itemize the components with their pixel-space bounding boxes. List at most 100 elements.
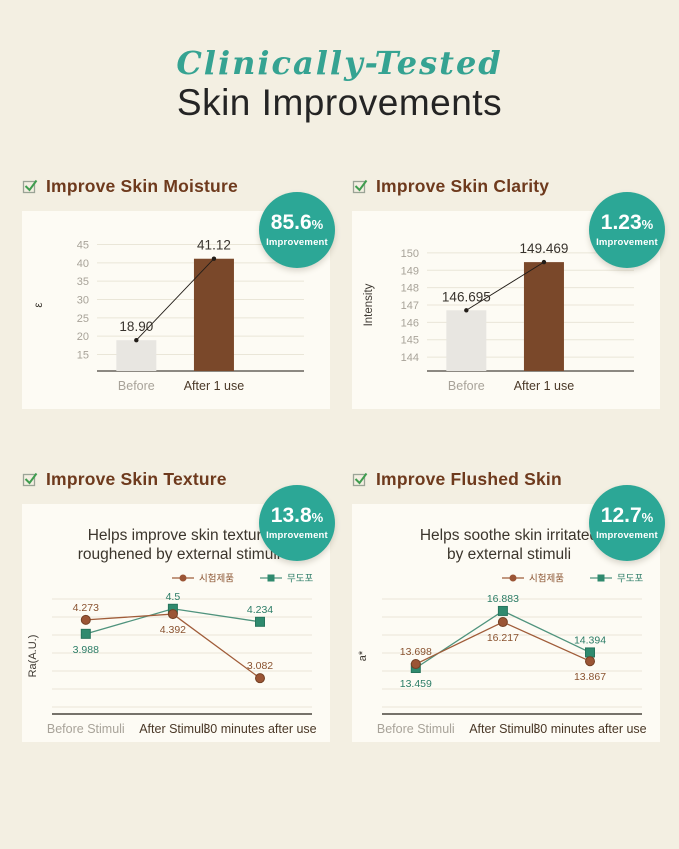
point-value-label: 13.459	[400, 678, 432, 690]
data-point-square	[585, 647, 595, 658]
legend-label: 무도포	[617, 574, 643, 585]
badge-percent-sign: %	[641, 217, 654, 232]
bar-value-label: 41.12	[197, 238, 231, 253]
y-tick-label: 35	[77, 276, 89, 288]
data-point-circle	[80, 614, 91, 625]
data-point-square	[497, 605, 508, 616]
x-category-label: Before	[448, 379, 485, 393]
data-point-square	[255, 616, 265, 627]
x-category-label: After 1 use	[184, 379, 244, 393]
y-axis-label: Ra(A.U.)	[27, 635, 39, 678]
legend-label: 무도포	[287, 574, 313, 585]
badge-label: Improvement	[596, 237, 658, 248]
bar-after	[193, 258, 234, 371]
badge-percent-sign: %	[641, 510, 654, 525]
y-tick-label: 146	[401, 317, 419, 329]
checkbox-check-icon	[352, 179, 368, 194]
point-value-label: 13.698	[400, 646, 432, 658]
bar-value-label: 18.90	[119, 319, 153, 334]
y-tick-label: 25	[77, 313, 89, 325]
y-tick-label: 30	[77, 295, 89, 307]
point-value-label: 3.082	[247, 660, 273, 672]
connector-line	[466, 261, 545, 311]
x-category-label: Before	[118, 379, 155, 393]
legend-marker-circle	[179, 574, 187, 582]
section-title: Improve Flushed Skin	[376, 468, 562, 489]
connector-dot	[464, 308, 469, 313]
section-header: Improve Skin Moisture	[22, 175, 330, 197]
y-axis-label: ε	[33, 302, 45, 307]
page-title: Skin Improvements	[176, 82, 503, 123]
badge-label: Improvement	[266, 237, 328, 248]
x-category-label: After Stimuli	[469, 722, 536, 736]
y-tick-label: 149	[401, 265, 419, 277]
point-value-label: 4.273	[73, 602, 99, 614]
improvement-badge: 85.6% Improvement	[259, 192, 335, 268]
y-tick-label: 20	[77, 331, 89, 343]
bar-value-label: 149.469	[520, 241, 569, 256]
legend-label: 시험제품	[199, 574, 234, 585]
line-chart-skin-texture: Helps improve skin texture roughened by e…	[27, 527, 317, 736]
y-tick-label: 148	[401, 283, 419, 295]
chart-card: 144 145 146 147 148 149 150 Intensity 146.695 149…	[352, 211, 660, 409]
badge-label: Improvement	[596, 530, 658, 541]
badge-percent-sign: %	[311, 510, 324, 525]
improvement-badge: 1.23% Improvement	[589, 192, 665, 268]
y-axis-label: a*	[357, 650, 369, 661]
bar-before	[116, 340, 157, 371]
page-header: Clinically-Tested Skin Improvements	[0, 44, 679, 124]
bar-chart-skin-moisture: 15 20 25 30 35 40 45 ε 18.90 41.12 Before After 1 u…	[33, 238, 304, 393]
section-header: Improve Skin Clarity	[352, 175, 660, 197]
chart-subtitle-line: by external stimuli	[447, 546, 571, 563]
y-tick-label: 150	[401, 248, 419, 260]
badge-value: 13.8	[270, 504, 312, 527]
data-point-circle	[255, 673, 265, 684]
section-skin-moisture: Improve Skin Moisture 15 20 25 30 35 40 45 ε 18.…	[22, 175, 335, 409]
point-value-label: 4.5	[166, 591, 181, 603]
y-tick-label: 15	[77, 350, 89, 362]
legend-marker-square	[597, 574, 605, 582]
badge-value: 12.7	[600, 504, 642, 527]
data-point-circle	[497, 617, 508, 628]
checkbox-check-icon	[352, 472, 368, 487]
connector-dot	[134, 338, 139, 343]
data-point-square	[80, 628, 91, 639]
line-chart-flushed-skin: Helps soothe skin irritated by external s…	[357, 527, 647, 736]
badge-percent-sign: %	[311, 217, 324, 232]
point-value-label: 4.392	[160, 624, 186, 636]
chart-subtitle-line: Helps soothe skin irritated	[420, 527, 598, 544]
data-point-circle	[167, 609, 178, 620]
x-category-label: 30 minutes after use	[533, 722, 646, 736]
y-tick-label: 40	[77, 258, 89, 270]
x-category-label: Before Stimuli	[377, 722, 455, 736]
y-tick-label: 45	[77, 240, 89, 252]
connector-dot	[211, 256, 217, 261]
checkbox-check-icon	[22, 472, 38, 487]
section-flushed-skin: Improve Flushed Skin Helps soothe skin i…	[352, 468, 665, 742]
legend-marker-square	[267, 574, 275, 582]
point-value-label: 4.234	[247, 604, 273, 616]
legend-marker-circle	[509, 574, 517, 582]
header-script-title: Clinically-Tested	[176, 44, 503, 82]
x-category-label: After 1 use	[514, 379, 574, 393]
section-header: Improve Skin Texture	[22, 468, 330, 490]
section-skin-clarity: Improve Skin Clarity 144 145 146 147 148 149 1…	[352, 175, 665, 409]
y-axis-label: Intensity	[363, 283, 375, 326]
x-category-label: After Stimuli	[139, 722, 206, 736]
connector-line	[136, 258, 215, 341]
y-tick-label: 147	[401, 300, 419, 312]
chart-subtitle-line: Helps improve skin texture	[88, 527, 271, 544]
x-category-label: 30 minutes after use	[203, 722, 316, 736]
x-category-label: Before Stimuli	[47, 722, 125, 736]
bar-value-label: 146.695	[442, 289, 491, 304]
data-point-circle	[410, 659, 421, 670]
connector-dot	[541, 259, 547, 265]
data-point-circle	[585, 656, 595, 667]
point-value-label: 16.217	[487, 632, 519, 644]
point-value-label: 3.988	[73, 644, 99, 656]
legend-label: 시험제품	[529, 574, 564, 585]
section-skin-texture: Improve Skin Texture Helps improve skin …	[22, 468, 335, 742]
bar-after	[523, 262, 564, 371]
section-title: Improve Skin Moisture	[46, 175, 238, 196]
chart-subtitle-line: roughened by external stimuli	[78, 546, 280, 563]
